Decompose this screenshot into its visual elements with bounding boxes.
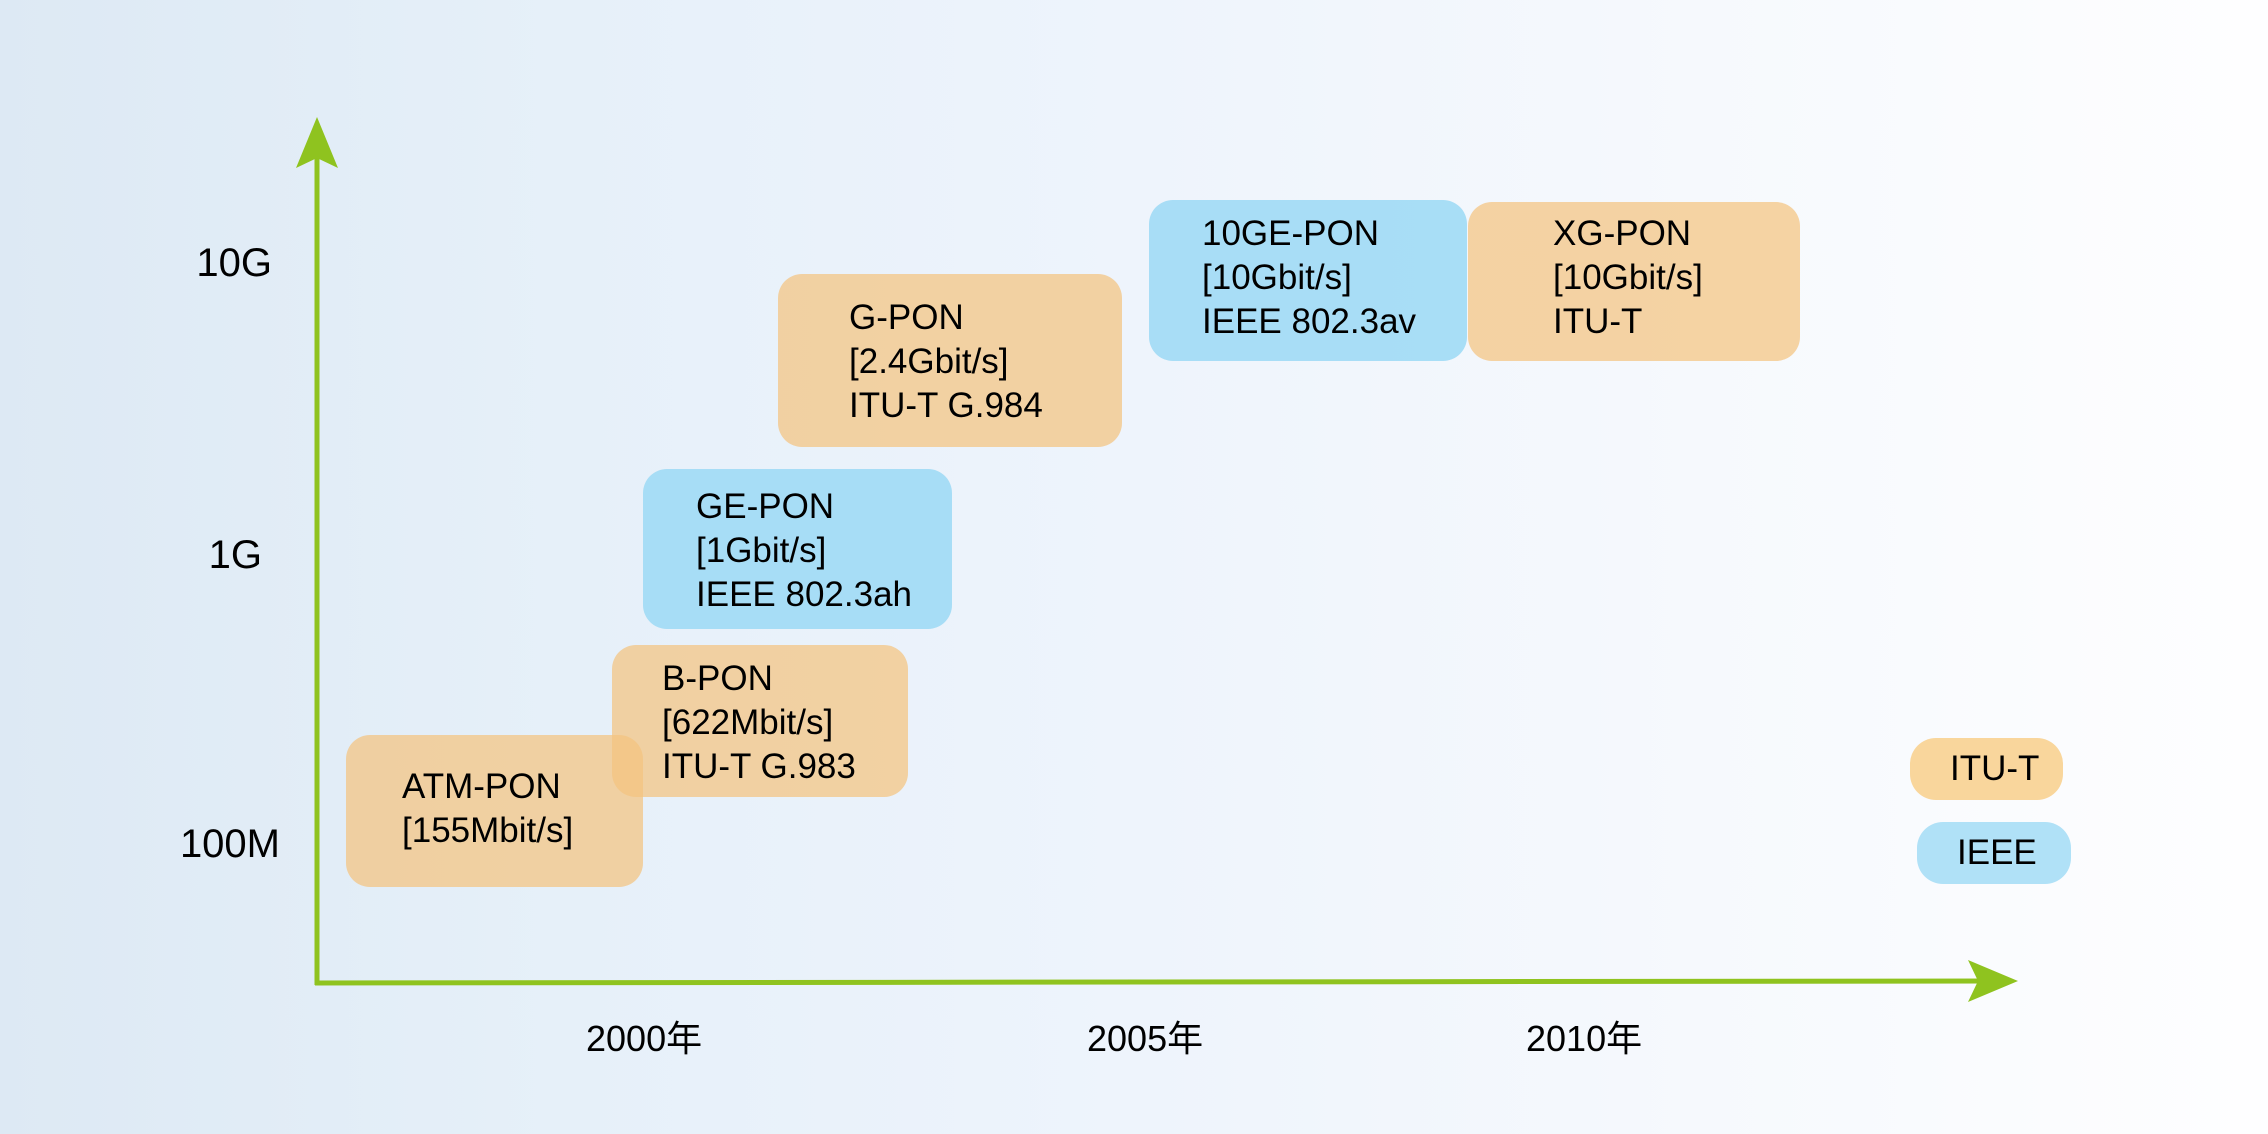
box-rate: [10Gbit/s] — [1202, 258, 1352, 297]
box-standard: ITU-T G.983 — [662, 747, 856, 786]
y-tick-10g: 10G — [196, 241, 272, 285]
box-standard: ITU-T — [1553, 302, 1643, 341]
legend-label: IEEE — [1957, 833, 2037, 872]
x-axis-arrow-icon — [1968, 960, 2018, 1002]
box-standard: ITU-T G.984 — [849, 386, 1043, 425]
box-rate: [1Gbit/s] — [696, 531, 827, 570]
y-tick-1g: 1G — [208, 533, 262, 577]
box-atm-pon: ATM-PON [155Mbit/s] — [346, 735, 643, 887]
x-tick-2000: 2000年 — [586, 1018, 703, 1059]
legend-item-itu-t: ITU-T — [1910, 738, 2063, 800]
x-tick-2005: 2005年 — [1087, 1018, 1204, 1059]
box-g-pon: G-PON [2.4Gbit/s] ITU-T G.984 — [778, 274, 1122, 447]
box-standard: IEEE 802.3av — [1202, 302, 1417, 341]
box-ge-pon: GE-PON [1Gbit/s] IEEE 802.3ah — [643, 469, 952, 629]
box-rate: [10Gbit/s] — [1553, 258, 1703, 297]
x-tick-2010: 2010年 — [1526, 1018, 1643, 1059]
y-axis-arrow-icon — [296, 117, 338, 168]
box-title: ATM-PON — [402, 767, 561, 806]
box-rate: [2.4Gbit/s] — [849, 342, 1009, 381]
box-xg-pon: XG-PON [10Gbit/s] ITU-T — [1468, 202, 1800, 361]
box-title: GE-PON — [696, 487, 835, 526]
y-tick-100m: 100M — [179, 822, 280, 866]
box-10ge-pon: 10GE-PON [10Gbit/s] IEEE 802.3av — [1149, 200, 1467, 361]
box-standard: IEEE 802.3ah — [696, 575, 912, 614]
box-rate: [622Mbit/s] — [662, 703, 834, 742]
x-axis-line — [314, 978, 1996, 986]
box-title: G-PON — [849, 298, 964, 337]
box-rate: [155Mbit/s] — [402, 811, 574, 850]
box-title: 10GE-PON — [1202, 214, 1379, 253]
box-title: XG-PON — [1553, 214, 1692, 253]
box-b-pon: B-PON [622Mbit/s] ITU-T G.983 — [612, 645, 908, 797]
legend-item-ieee: IEEE — [1917, 822, 2071, 884]
box-title: B-PON — [662, 659, 773, 698]
legend-label: ITU-T — [1950, 749, 2040, 788]
